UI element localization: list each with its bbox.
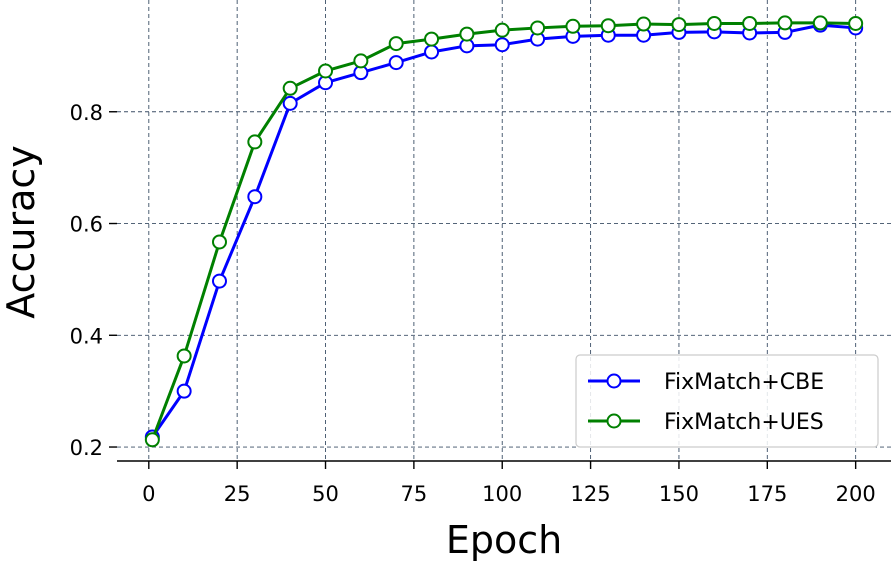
data-point bbox=[565, 18, 581, 34]
data-point bbox=[318, 63, 334, 79]
data-point bbox=[144, 432, 160, 448]
data-point bbox=[211, 273, 227, 289]
data-point bbox=[706, 15, 722, 31]
x-tick-label: 175 bbox=[747, 482, 787, 506]
legend-label: FixMatch+CBE bbox=[664, 370, 824, 395]
legend-marker bbox=[606, 413, 622, 429]
data-point bbox=[424, 44, 440, 60]
data-point bbox=[282, 80, 298, 96]
y-tick-label: 0.2 bbox=[70, 436, 103, 460]
data-point bbox=[353, 53, 369, 69]
x-tick-label: 25 bbox=[224, 482, 251, 506]
data-point bbox=[282, 95, 298, 111]
y-tick-label: 0.8 bbox=[70, 101, 103, 125]
x-tick-label: 125 bbox=[571, 482, 611, 506]
x-tick-label: 75 bbox=[401, 482, 428, 506]
x-tick-label: 50 bbox=[312, 482, 339, 506]
y-axis-title: Accuracy bbox=[0, 145, 43, 319]
legend-label: FixMatch+UES bbox=[664, 410, 824, 435]
x-tick-label: 150 bbox=[659, 482, 699, 506]
data-point bbox=[812, 15, 828, 31]
data-point bbox=[636, 16, 652, 32]
data-point bbox=[176, 383, 192, 399]
data-point bbox=[459, 26, 475, 42]
x-tick-label: 100 bbox=[482, 482, 522, 506]
data-point bbox=[247, 189, 263, 205]
axes: 0 25 50 75 100 125 150 175 200 0.2 0.4 0.6 0.8 bbox=[70, 101, 891, 506]
series-fixmatch-ues bbox=[144, 15, 864, 448]
legend: FixMatch+CBE FixMatch+UES bbox=[575, 354, 879, 448]
data-point bbox=[176, 348, 192, 364]
series-layer bbox=[144, 15, 864, 448]
data-point bbox=[424, 31, 440, 47]
data-point bbox=[388, 36, 404, 52]
y-tick-label: 0.6 bbox=[70, 213, 103, 237]
data-point bbox=[777, 15, 793, 31]
data-point bbox=[494, 37, 510, 53]
data-point bbox=[388, 55, 404, 71]
legend-marker bbox=[606, 373, 622, 389]
data-point bbox=[494, 22, 510, 38]
data-point bbox=[211, 234, 227, 250]
x-tick-label: 0 bbox=[142, 482, 155, 506]
x-tick-label: 200 bbox=[836, 482, 876, 506]
data-point bbox=[848, 15, 864, 31]
data-point bbox=[247, 134, 263, 150]
y-tick-label: 0.4 bbox=[70, 324, 103, 348]
data-point bbox=[600, 18, 616, 34]
data-point bbox=[742, 15, 758, 31]
legend-box bbox=[575, 354, 879, 448]
x-axis-title: Epoch bbox=[446, 518, 562, 562]
data-point bbox=[530, 20, 546, 36]
data-point bbox=[671, 17, 687, 33]
